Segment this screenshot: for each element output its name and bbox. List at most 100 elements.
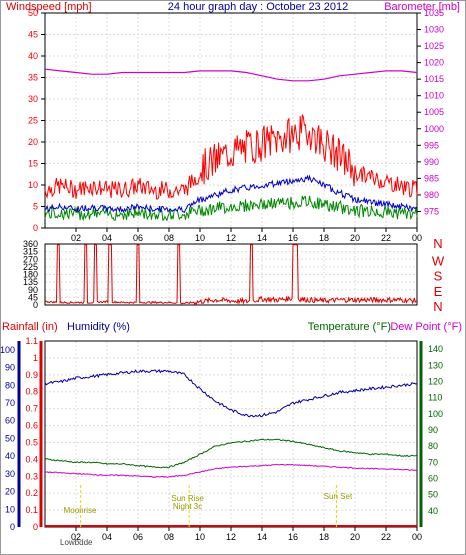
humidity-ytick-label: 100 — [0, 345, 15, 355]
temperature-ytick-label: 70 — [428, 457, 438, 467]
rain-ytick-label: 1.1 — [25, 336, 38, 346]
dir-ytick-label: 135 — [23, 277, 38, 287]
wind-ytick-label: 50 — [28, 8, 38, 18]
wind-ytick-label: 10 — [28, 180, 38, 190]
temperature-series-line — [44, 438, 418, 469]
env-xtick-label: 06 — [133, 532, 143, 542]
baro-ytick-label: 995 — [424, 140, 439, 150]
env-xtick-label: 18 — [319, 532, 329, 542]
wind-average-series-line — [44, 174, 418, 214]
humidity-ytick-label: 50 — [5, 433, 15, 443]
temperature-ytick-label: 120 — [428, 376, 443, 386]
temperature-ytick-label: 140 — [428, 344, 443, 354]
wind-xtick-label: 14 — [257, 233, 267, 243]
wind-xtick-label: 18 — [319, 233, 329, 243]
humidity-ytick-label: 0 — [10, 522, 15, 532]
baro-ytick-label: 1025 — [424, 41, 444, 51]
temperature-ytick-label: 60 — [428, 473, 438, 483]
compass-letter: N — [433, 299, 442, 314]
wind-ytick-label: 15 — [28, 159, 38, 169]
dir-ytick-label: 315 — [23, 247, 38, 257]
wind-low-series-line — [44, 195, 418, 222]
dir-ytick-label: 360 — [23, 239, 38, 249]
sunset-label: Sun Set — [324, 492, 353, 501]
temperature-ytick-label: 130 — [428, 360, 443, 370]
temperature-ytick-label: 110 — [428, 393, 442, 403]
barometer-axis-title: Barometer [mb] — [384, 1, 460, 13]
wind-xtick-label: 16 — [288, 233, 298, 243]
temperature-ytick-label: 100 — [428, 409, 443, 419]
wind-ytick-label: 45 — [28, 30, 38, 40]
baro-ytick-label: 1020 — [424, 58, 444, 68]
wind-ytick-label: 0 — [33, 223, 38, 233]
wind-ytick-label: 35 — [28, 73, 38, 83]
humidity-ytick-label: 60 — [5, 416, 15, 426]
rainfall-axis-title: Rainfall (in) — [2, 321, 58, 333]
dir-ytick-label: 0 — [33, 300, 38, 310]
dewpoint-axis-title: Dew Point (°F) — [390, 321, 462, 333]
rain-ytick-label: 0.1 — [25, 505, 38, 515]
humidity-ytick-label: 10 — [5, 504, 15, 514]
humidity-axis-title: Humidity (%) — [67, 321, 130, 333]
baro-ytick-label: 1010 — [424, 91, 444, 101]
wind-xtick-label: 22 — [381, 233, 391, 243]
humidity-ytick-label: 30 — [5, 469, 15, 479]
sunrise-label: Sun Rise — [171, 494, 204, 503]
env-xtick-label: 04 — [102, 532, 112, 542]
wind-ytick-label: 25 — [28, 116, 38, 126]
baro-ytick-label: 985 — [424, 173, 439, 183]
humidity-ytick-label: 40 — [5, 451, 15, 461]
env-xtick-label: 14 — [257, 532, 267, 542]
env-xtick-label: 16 — [288, 532, 298, 542]
dewpoint-series-line — [44, 463, 418, 478]
baro-ytick-label: 1000 — [424, 124, 444, 134]
wind-plot-frame — [44, 12, 418, 229]
compass-letter: E — [434, 284, 443, 299]
humidity-series-line — [44, 369, 418, 418]
dir-ytick-label: 45 — [28, 292, 38, 302]
wind-xtick-label: 12 — [226, 233, 236, 243]
wind-xtick-label: 04 — [102, 233, 112, 243]
windspeed-series-line — [44, 114, 418, 200]
wind-ytick-label: 20 — [28, 137, 38, 147]
graph-title: 24 hour graph day : October 23 2012 — [168, 1, 348, 13]
rain-ytick-label: 0.3 — [25, 471, 38, 481]
wind-ytick-label: 40 — [28, 51, 38, 61]
baro-ytick-label: 980 — [424, 190, 439, 200]
humidity-ytick-label: 80 — [5, 380, 15, 390]
env-xtick-label: 12 — [226, 532, 236, 542]
dir-ytick-label: 90 — [28, 285, 38, 295]
dir-plot-frame — [44, 243, 418, 306]
barometer-series-line — [44, 68, 418, 82]
wind-xtick-label: 20 — [350, 233, 360, 243]
rain-ytick-label: 0.7 — [25, 404, 38, 414]
dir-ytick-label: 225 — [23, 262, 38, 272]
humidity-ytick-label: 20 — [5, 487, 15, 497]
rain-ytick-label: 0.4 — [25, 454, 38, 464]
temperature-ytick-label: 90 — [428, 425, 438, 435]
baro-ytick-label: 1005 — [424, 107, 444, 117]
rain-ytick-label: 1 — [33, 353, 38, 363]
temperature-ytick-label: 80 — [428, 441, 438, 451]
compass-letter: S — [434, 269, 443, 284]
temperature-ytick-label: 50 — [428, 490, 438, 500]
humidity-ytick-label: 90 — [5, 363, 15, 373]
dir-ytick-label: 180 — [23, 270, 38, 280]
wind-xtick-label: 08 — [164, 233, 174, 243]
temperature-axis-title: Temperature (°F) — [308, 321, 391, 333]
env-xtick-label: 10 — [195, 532, 205, 542]
env-xtick-label: 22 — [381, 532, 391, 542]
baro-ytick-label: 1035 — [424, 8, 444, 18]
dir-ytick-label: 270 — [23, 254, 38, 264]
env-xtick-label: 00 — [412, 532, 422, 542]
wind-xtick-label: 02 — [71, 233, 81, 243]
windspeed-axis-title: Windspeed [mph] — [6, 1, 92, 13]
wind-xtick-label: 00 — [412, 233, 422, 243]
rain-ytick-label: 0.9 — [25, 370, 38, 380]
wind-ytick-label: 5 — [33, 202, 38, 212]
rain-ytick-label: 0.2 — [25, 488, 38, 498]
baro-ytick-label: 1015 — [424, 74, 444, 84]
moonrise-label: Moonrise — [64, 506, 97, 515]
